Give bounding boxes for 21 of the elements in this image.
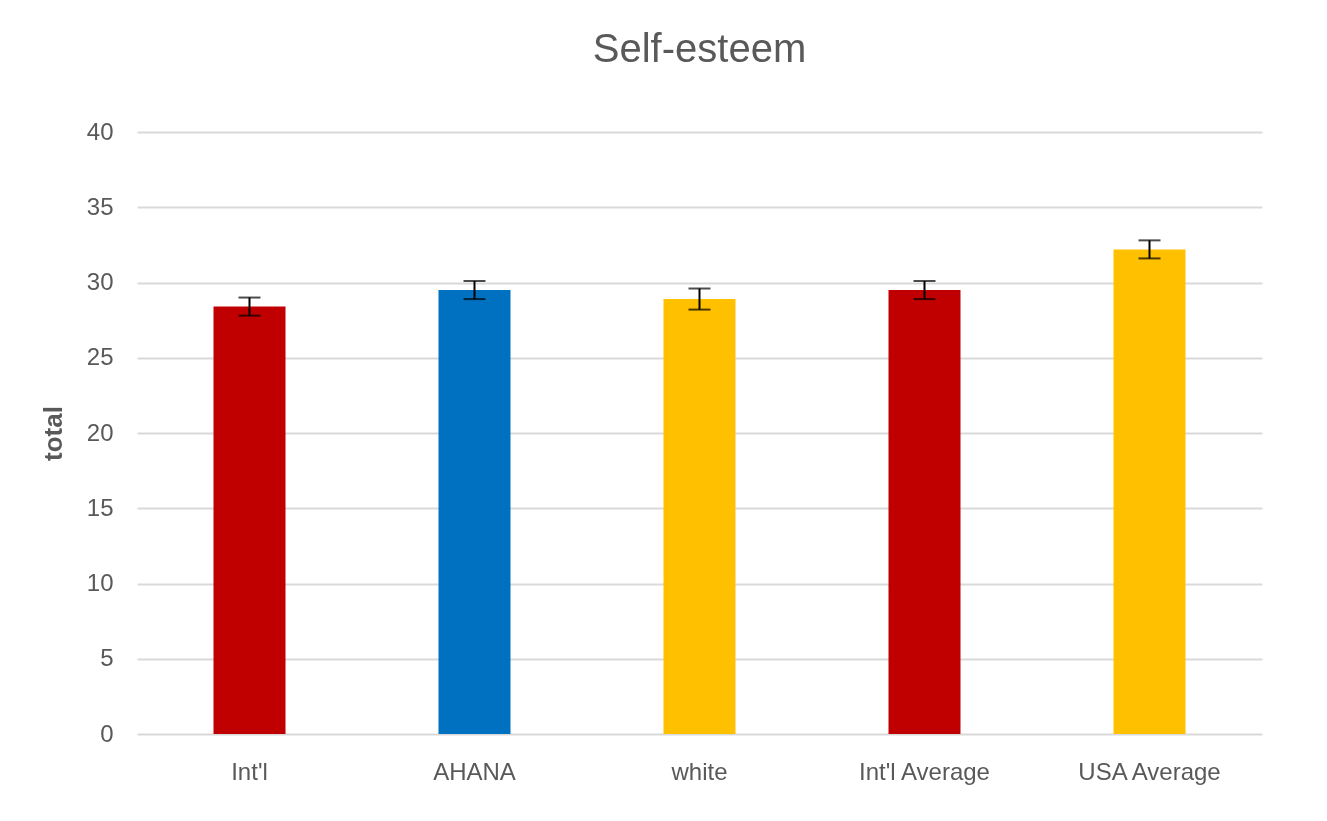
y-tick-label: 15: [86, 493, 114, 521]
y-tick-label: 25: [86, 343, 114, 371]
y-tick-label: 20: [86, 418, 114, 446]
y-tick-label: 5: [100, 644, 114, 672]
bar: [663, 299, 736, 734]
y-tick-label: 35: [86, 192, 114, 220]
x-tick-label: AHANA: [433, 757, 516, 785]
bar: [213, 306, 286, 734]
x-tick-label: white: [670, 757, 728, 785]
bar: [438, 290, 511, 734]
y-axis-title: total: [37, 406, 68, 461]
x-tick-label: Int'l: [231, 757, 268, 785]
y-tick-label: 30: [86, 268, 114, 295]
bar: [888, 290, 961, 734]
x-tick-label: USA Average: [1078, 757, 1221, 785]
chart-title: Self-esteem: [592, 26, 807, 70]
y-tick-label: 10: [86, 569, 114, 596]
y-tick-label: 0: [100, 719, 114, 747]
bar: [1113, 249, 1186, 734]
y-tick-label: 40: [86, 117, 114, 145]
x-tick-label: Int'l Average: [859, 757, 990, 785]
